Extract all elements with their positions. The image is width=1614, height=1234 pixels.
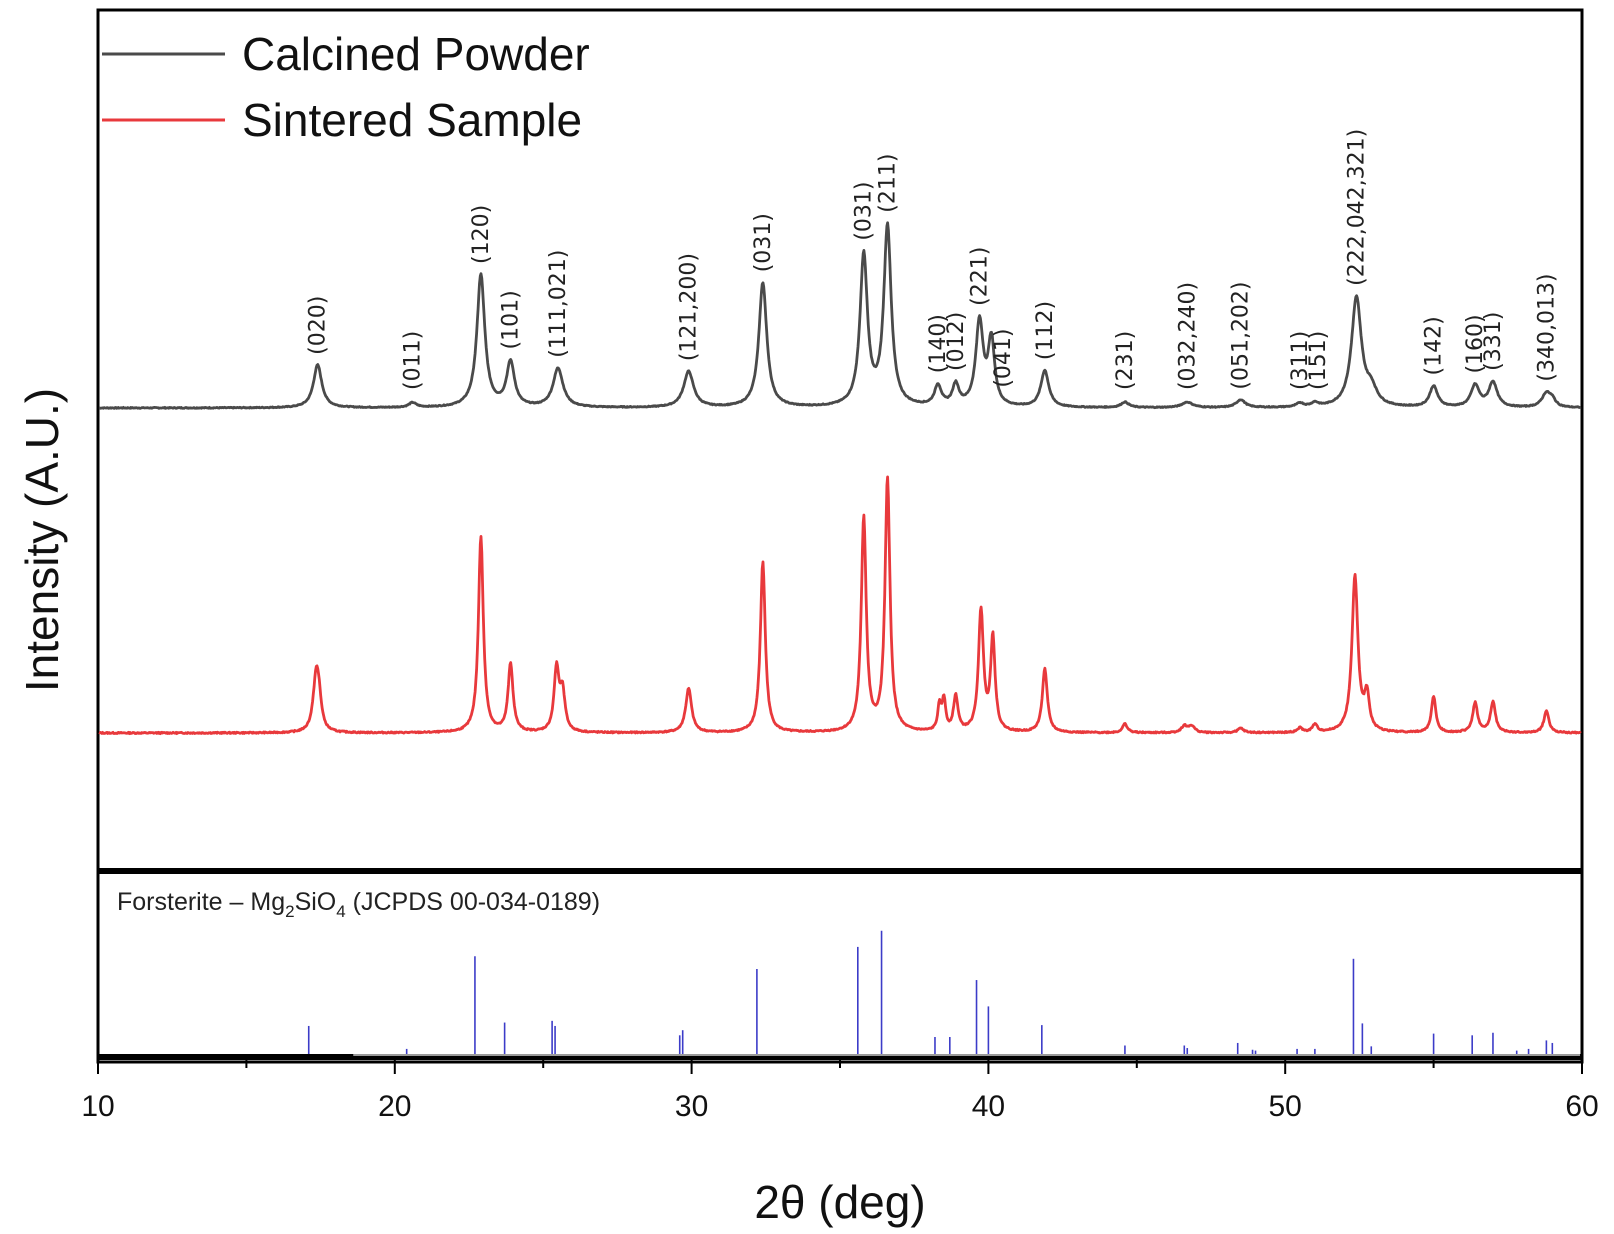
x-axis-ticks: 10 20 30 40 50 60 (81, 1060, 1599, 1123)
series-line-calcined (98, 221, 1582, 410)
peak-label: (041) (991, 328, 1016, 387)
caption-suffix: (JCPDS 00-034-0189) (346, 888, 600, 916)
caption-sub-1: 2 (285, 902, 294, 921)
x-tick-label: 10 (81, 1090, 114, 1123)
peak-label: (031) (852, 181, 877, 240)
peak-label: (211) (875, 154, 900, 213)
caption-prefix: Forsterite – Mg (117, 888, 285, 916)
peak-label: (140) (926, 314, 951, 373)
caption-mid: SiO (295, 888, 337, 916)
peak-label: (160) (1463, 314, 1488, 373)
legend-label-calcined: Calcined Powder (242, 28, 590, 80)
x-tick-label: 60 (1565, 1090, 1598, 1123)
peak-label: (121,200) (677, 253, 702, 361)
peak-label: (020) (306, 296, 331, 355)
peak-label: (222,042,321) (1344, 129, 1369, 286)
peak-label: (340,013) (1534, 273, 1559, 381)
peak-label: (221) (968, 247, 993, 306)
peak-label: (051,202) (1229, 281, 1254, 389)
legend-label-sintered: Sintered Sample (242, 94, 582, 146)
series-layer (98, 221, 1582, 735)
peak-annotations: (020) (011) (120) (101) (111,021) (121,200) (0… (306, 129, 1560, 390)
peak-label: (331) (1481, 312, 1506, 371)
reference-sticks (307, 930, 1580, 1056)
peak-label: (012) (944, 312, 969, 371)
series-line-sintered (98, 475, 1582, 735)
peak-label: (101) (499, 290, 524, 349)
peak-label: (111,021) (546, 250, 571, 358)
x-tick-label: 20 (378, 1090, 411, 1123)
peak-label: (151) (1306, 331, 1331, 390)
x-axis-title: 2θ (deg) (754, 1176, 925, 1228)
peak-label: (032,240) (1175, 282, 1200, 390)
legend: Calcined Powder Sintered Sample (102, 28, 590, 146)
peak-label: (142) (1422, 316, 1447, 375)
x-tick-label: 40 (972, 1090, 1005, 1123)
x-tick-label: 30 (675, 1090, 708, 1123)
peak-label: (231) (1113, 331, 1138, 390)
peak-label: (011) (401, 331, 426, 390)
x-tick-label: 50 (1269, 1090, 1302, 1123)
peak-label: (311) (1288, 331, 1313, 390)
y-axis-title: Intensity (A.U.) (16, 388, 68, 692)
caption-sub-2: 4 (336, 902, 345, 921)
peak-label: (031) (751, 213, 776, 272)
reference-caption: Forsterite – Mg2SiO4 (JCPDS 00-034-0189) (117, 888, 600, 921)
peak-label: (120) (469, 205, 494, 264)
peak-label: (112) (1033, 301, 1058, 360)
